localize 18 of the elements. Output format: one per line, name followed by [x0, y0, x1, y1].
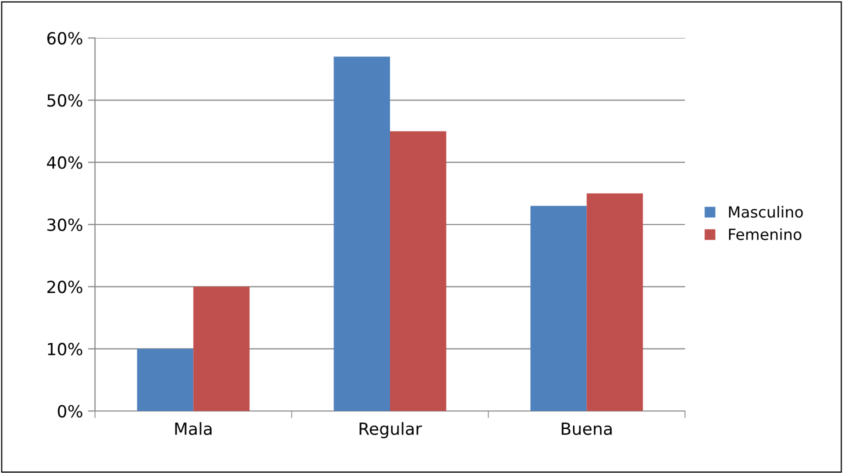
bar	[137, 348, 194, 411]
y-tick-label: 30%	[47, 218, 82, 232]
legend-label: Masculino	[729, 206, 803, 218]
bar	[193, 286, 250, 411]
x-tick-label: Mala	[175, 422, 212, 436]
legend-label: Femenino	[729, 228, 802, 240]
y-tick-label: 50%	[47, 94, 82, 107]
bar	[390, 131, 446, 411]
y-tick-label: 40%	[46, 156, 82, 169]
y-tick-label: 0%	[58, 404, 82, 418]
x-tick-label: Buena	[562, 422, 612, 436]
x-tick-label: Regular	[360, 422, 422, 438]
bar	[586, 193, 643, 411]
y-tick-label: 60%	[47, 32, 82, 45]
y-tick-label: 20%	[47, 280, 82, 294]
bar	[334, 56, 390, 411]
y-tick-label: 10%	[48, 342, 82, 356]
bar	[530, 206, 587, 411]
